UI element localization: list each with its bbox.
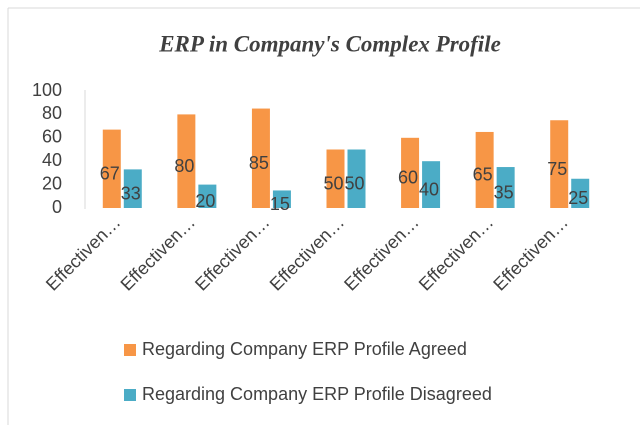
x-tick-label: Effectiven… [42, 212, 125, 295]
bar [198, 184, 217, 208]
data-label: 80 [174, 156, 194, 176]
bar [422, 161, 441, 208]
x-tick-label: Effectiven… [489, 212, 572, 295]
x-tick-label: Effectiven… [191, 212, 274, 295]
x-tick-label: Effectiven… [340, 212, 423, 295]
bar [401, 137, 420, 208]
x-tick-label: Effectiven… [117, 212, 200, 295]
data-label: 50 [344, 174, 364, 194]
y-tick-label: 60 [42, 127, 62, 147]
y-tick-label: 100 [32, 80, 62, 100]
data-label: 20 [195, 191, 215, 211]
y-tick-label: 80 [42, 103, 62, 123]
legend-swatch [124, 344, 136, 356]
bar [347, 149, 366, 208]
y-tick-label: 40 [42, 150, 62, 170]
bar [123, 169, 142, 208]
legend-swatch [124, 389, 136, 401]
bar [272, 190, 291, 208]
legend-label: Regarding Company ERP Profile Disagreed [142, 384, 492, 404]
bar [177, 114, 196, 208]
data-label: 60 [398, 168, 418, 188]
x-tick-label: Effectiven… [266, 212, 349, 295]
data-label: 85 [249, 153, 269, 173]
bar [102, 129, 121, 208]
data-label: 67 [100, 164, 120, 184]
bar [496, 167, 515, 208]
legend-label: Regarding Company ERP Profile Agreed [142, 339, 467, 359]
data-label: 35 [494, 182, 514, 202]
y-tick-label: 0 [52, 197, 62, 217]
data-label: 40 [419, 179, 439, 199]
data-label: 33 [121, 183, 141, 203]
x-tick-label: Effectiven… [415, 212, 498, 295]
chart-title: ERP in Company's Complex Profile [158, 31, 501, 56]
data-label: 65 [473, 165, 493, 185]
data-label: 25 [568, 188, 588, 208]
bar [550, 120, 569, 208]
bar [571, 178, 590, 208]
bar [251, 108, 270, 208]
bar [475, 131, 494, 208]
data-label: 75 [547, 159, 567, 179]
data-label: 50 [323, 174, 343, 194]
y-tick-label: 20 [42, 173, 62, 193]
data-label: 15 [270, 194, 290, 214]
bar [326, 149, 345, 208]
